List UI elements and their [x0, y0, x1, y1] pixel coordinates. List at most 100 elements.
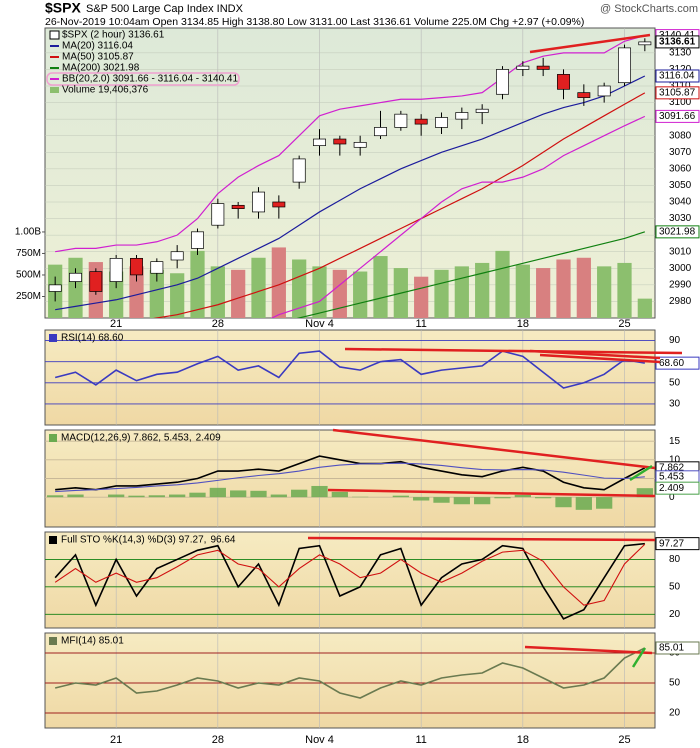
panel: [45, 532, 655, 628]
value-tag-label: 3116.04: [659, 71, 695, 82]
value-tag-label: 85.01: [659, 643, 684, 654]
candle-body: [292, 158, 306, 183]
y-tick-label: 3110: [669, 81, 691, 92]
value-tag-label: 5.453: [659, 471, 684, 482]
value-tag: [655, 109, 700, 123]
histogram-bar: [535, 497, 552, 499]
credit: @ StockCharts.com: [600, 3, 698, 15]
chart-subtitle: S&P 500 Large Cap Index INDX: [86, 3, 244, 15]
volume-bar: [332, 269, 347, 318]
y-tick-label: 3000: [669, 263, 692, 274]
candle-body: [191, 231, 204, 249]
candle-body: [150, 261, 164, 274]
y-tick-label: 3060: [669, 163, 692, 174]
candle-body: [353, 141, 367, 148]
candle-body: [597, 85, 611, 97]
chart-title: $SPX: [45, 0, 81, 16]
indicator-line: [54, 647, 646, 699]
legend-swatch: [50, 87, 59, 93]
overlay-line: [55, 35, 645, 253]
overlay-line: [270, 115, 646, 318]
histogram-bar: [575, 497, 592, 510]
indicator-line: [55, 455, 646, 491]
histogram-bar: [169, 494, 186, 498]
y-tick-label: 30: [669, 399, 681, 410]
panel: [45, 28, 655, 318]
volume-bar: [536, 268, 551, 318]
value-tag: [655, 69, 700, 83]
histogram-bar: [209, 487, 226, 498]
y-tick-label: 3010: [669, 246, 692, 257]
panel: [45, 330, 655, 425]
y-tick-label: 3050: [669, 180, 692, 191]
panel: [45, 430, 655, 527]
panel-title: MFI(14) 85.01: [61, 636, 124, 647]
value-tag-label: 3105.87: [659, 87, 696, 98]
x-tick-label: 25: [618, 734, 630, 746]
value-tag-label: 3021.98: [659, 227, 696, 238]
histogram-bar: [270, 494, 287, 498]
y-tick-label: 3130: [669, 47, 692, 58]
candle-body: [109, 257, 123, 282]
candle-body: [211, 203, 225, 226]
y-tick-label: 3080: [669, 130, 692, 141]
candle-body: [48, 284, 62, 292]
volume-bar: [353, 271, 368, 318]
panel-title: MACD(12,26,9) 7.862, 5.453,: [61, 433, 192, 444]
legend-swatch: [49, 637, 57, 645]
volume-bar: [556, 259, 571, 318]
y-tick-label: 20: [669, 609, 681, 620]
volume-bar: [373, 256, 388, 318]
legend-entry: Volume 19,406,376: [62, 85, 149, 96]
overlay-line: [296, 231, 646, 318]
volume-bar: [312, 266, 327, 318]
y-tick-label: 2980: [669, 296, 692, 307]
x-tick-label: 21: [110, 734, 122, 746]
legend-swatch: [49, 434, 57, 442]
y-tick-label: 2990: [669, 279, 692, 290]
panel: [45, 633, 655, 728]
panel-title: RSI(14) 68.60: [61, 333, 124, 344]
histogram-bar: [392, 495, 409, 498]
trend-lines: [307, 33, 683, 668]
info-line: 26-Nov-2019 10:04am Open 3134.85 High 31…: [45, 16, 584, 28]
candle-body: [89, 271, 103, 292]
candle-body: [394, 113, 408, 128]
histogram-bar: [555, 497, 572, 508]
y-tick-label: 90: [669, 335, 681, 346]
candle-body: [638, 41, 652, 46]
volume-bar: [231, 269, 246, 318]
candle-body: [313, 138, 326, 147]
histogram-bar: [250, 490, 267, 498]
volume-bar: [292, 259, 307, 318]
legend-swatch: [49, 334, 57, 342]
x-tick-label: 25: [618, 318, 630, 330]
y2-tick-label: 750M: [16, 248, 41, 259]
histogram-bar: [47, 495, 64, 498]
value-tag: [655, 641, 700, 655]
candle-body: [170, 251, 184, 261]
y-tick-label: 50: [669, 678, 681, 689]
value-tag: [655, 356, 700, 370]
candle-body: [516, 65, 530, 70]
legend-entry: $SPX (2 hour) 3136.61: [62, 30, 165, 41]
volume-bar: [251, 257, 266, 318]
legend-highlight: [46, 72, 240, 86]
histogram-bar: [189, 492, 206, 498]
histogram-bar: [433, 497, 450, 503]
candle-body: [435, 117, 448, 128]
candle-body: [496, 69, 509, 95]
y2-tick-label: 1.00B: [15, 227, 41, 238]
candle-body: [252, 191, 265, 213]
volume-bar: [454, 266, 469, 318]
overlay-line: [153, 92, 646, 318]
y-tick-label: 3070: [669, 147, 692, 158]
indicator-line: [54, 542, 645, 620]
panel-background: [44, 329, 656, 426]
x-tick-label: 18: [517, 734, 529, 746]
panel-title: Full STO %K(14,3) %D(3) 97.27,: [61, 535, 206, 546]
candle-body: [231, 204, 245, 209]
candle-body: [374, 127, 387, 137]
value-tag-label: 2.409: [659, 483, 684, 494]
histogram-bar: [230, 490, 247, 498]
